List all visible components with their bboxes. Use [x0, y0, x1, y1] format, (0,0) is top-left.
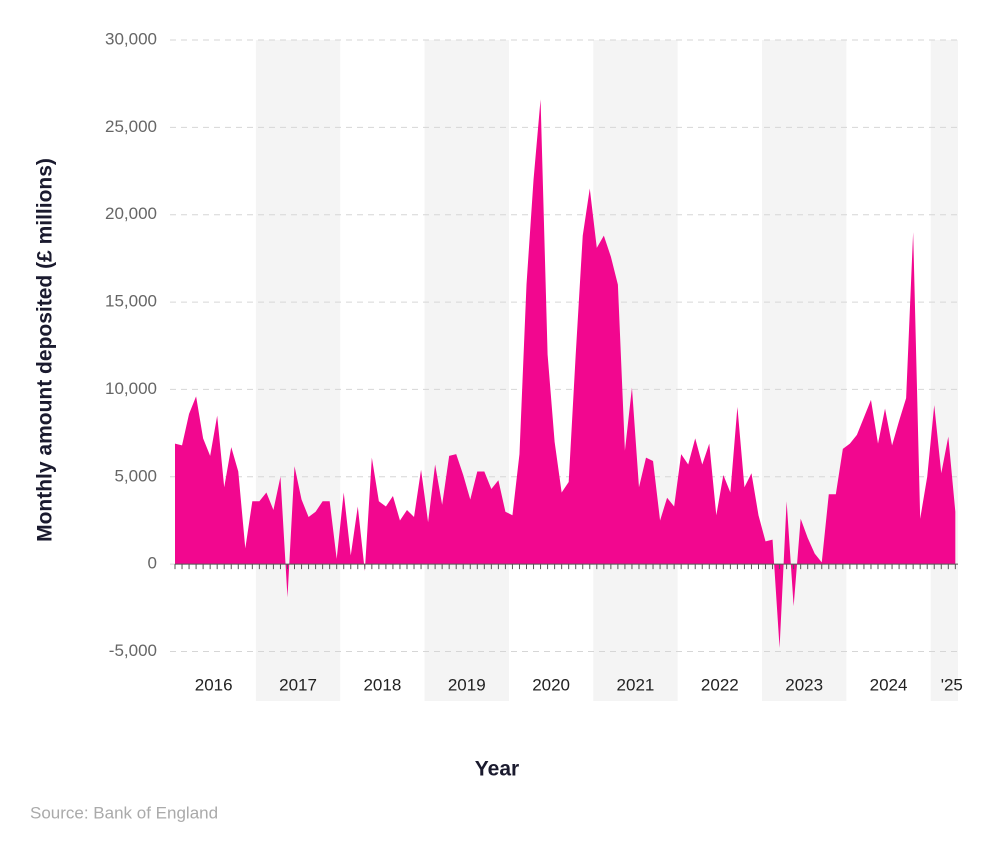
year-band [930, 40, 958, 701]
area [175, 99, 956, 649]
y-axis-title: Monthly amount deposited (£ millions) [34, 158, 57, 542]
y-tick-label: 5,000 [114, 466, 157, 485]
x-tick-label: 2024 [870, 675, 908, 694]
x-tick-label: 2020 [532, 675, 570, 694]
x-tick-label: 2023 [785, 675, 823, 694]
y-tick-label: 15,000 [105, 292, 157, 311]
x-axis-title: Year [475, 758, 519, 781]
y-tick-label: -5,000 [109, 641, 157, 660]
x-tick-label: 2017 [279, 675, 317, 694]
x-tick-label: 2016 [195, 675, 233, 694]
x-tick-label: 2022 [701, 675, 739, 694]
x-tick-label: 2019 [448, 675, 486, 694]
year-band [255, 40, 341, 701]
y-tick-label: 10,000 [105, 379, 157, 398]
x-tick-label: '25 [941, 675, 963, 694]
y-tick-label: 0 [148, 554, 157, 573]
y-tick-label: 25,000 [105, 117, 157, 136]
y-tick-label: 20,000 [105, 204, 157, 223]
year-band [424, 40, 509, 701]
x-tick-label: 2021 [617, 675, 655, 694]
year-band [762, 40, 847, 701]
x-tick-label: 2018 [363, 675, 401, 694]
source: Source: Bank of England [30, 803, 218, 822]
y-tick-label: 30,000 [105, 29, 157, 48]
